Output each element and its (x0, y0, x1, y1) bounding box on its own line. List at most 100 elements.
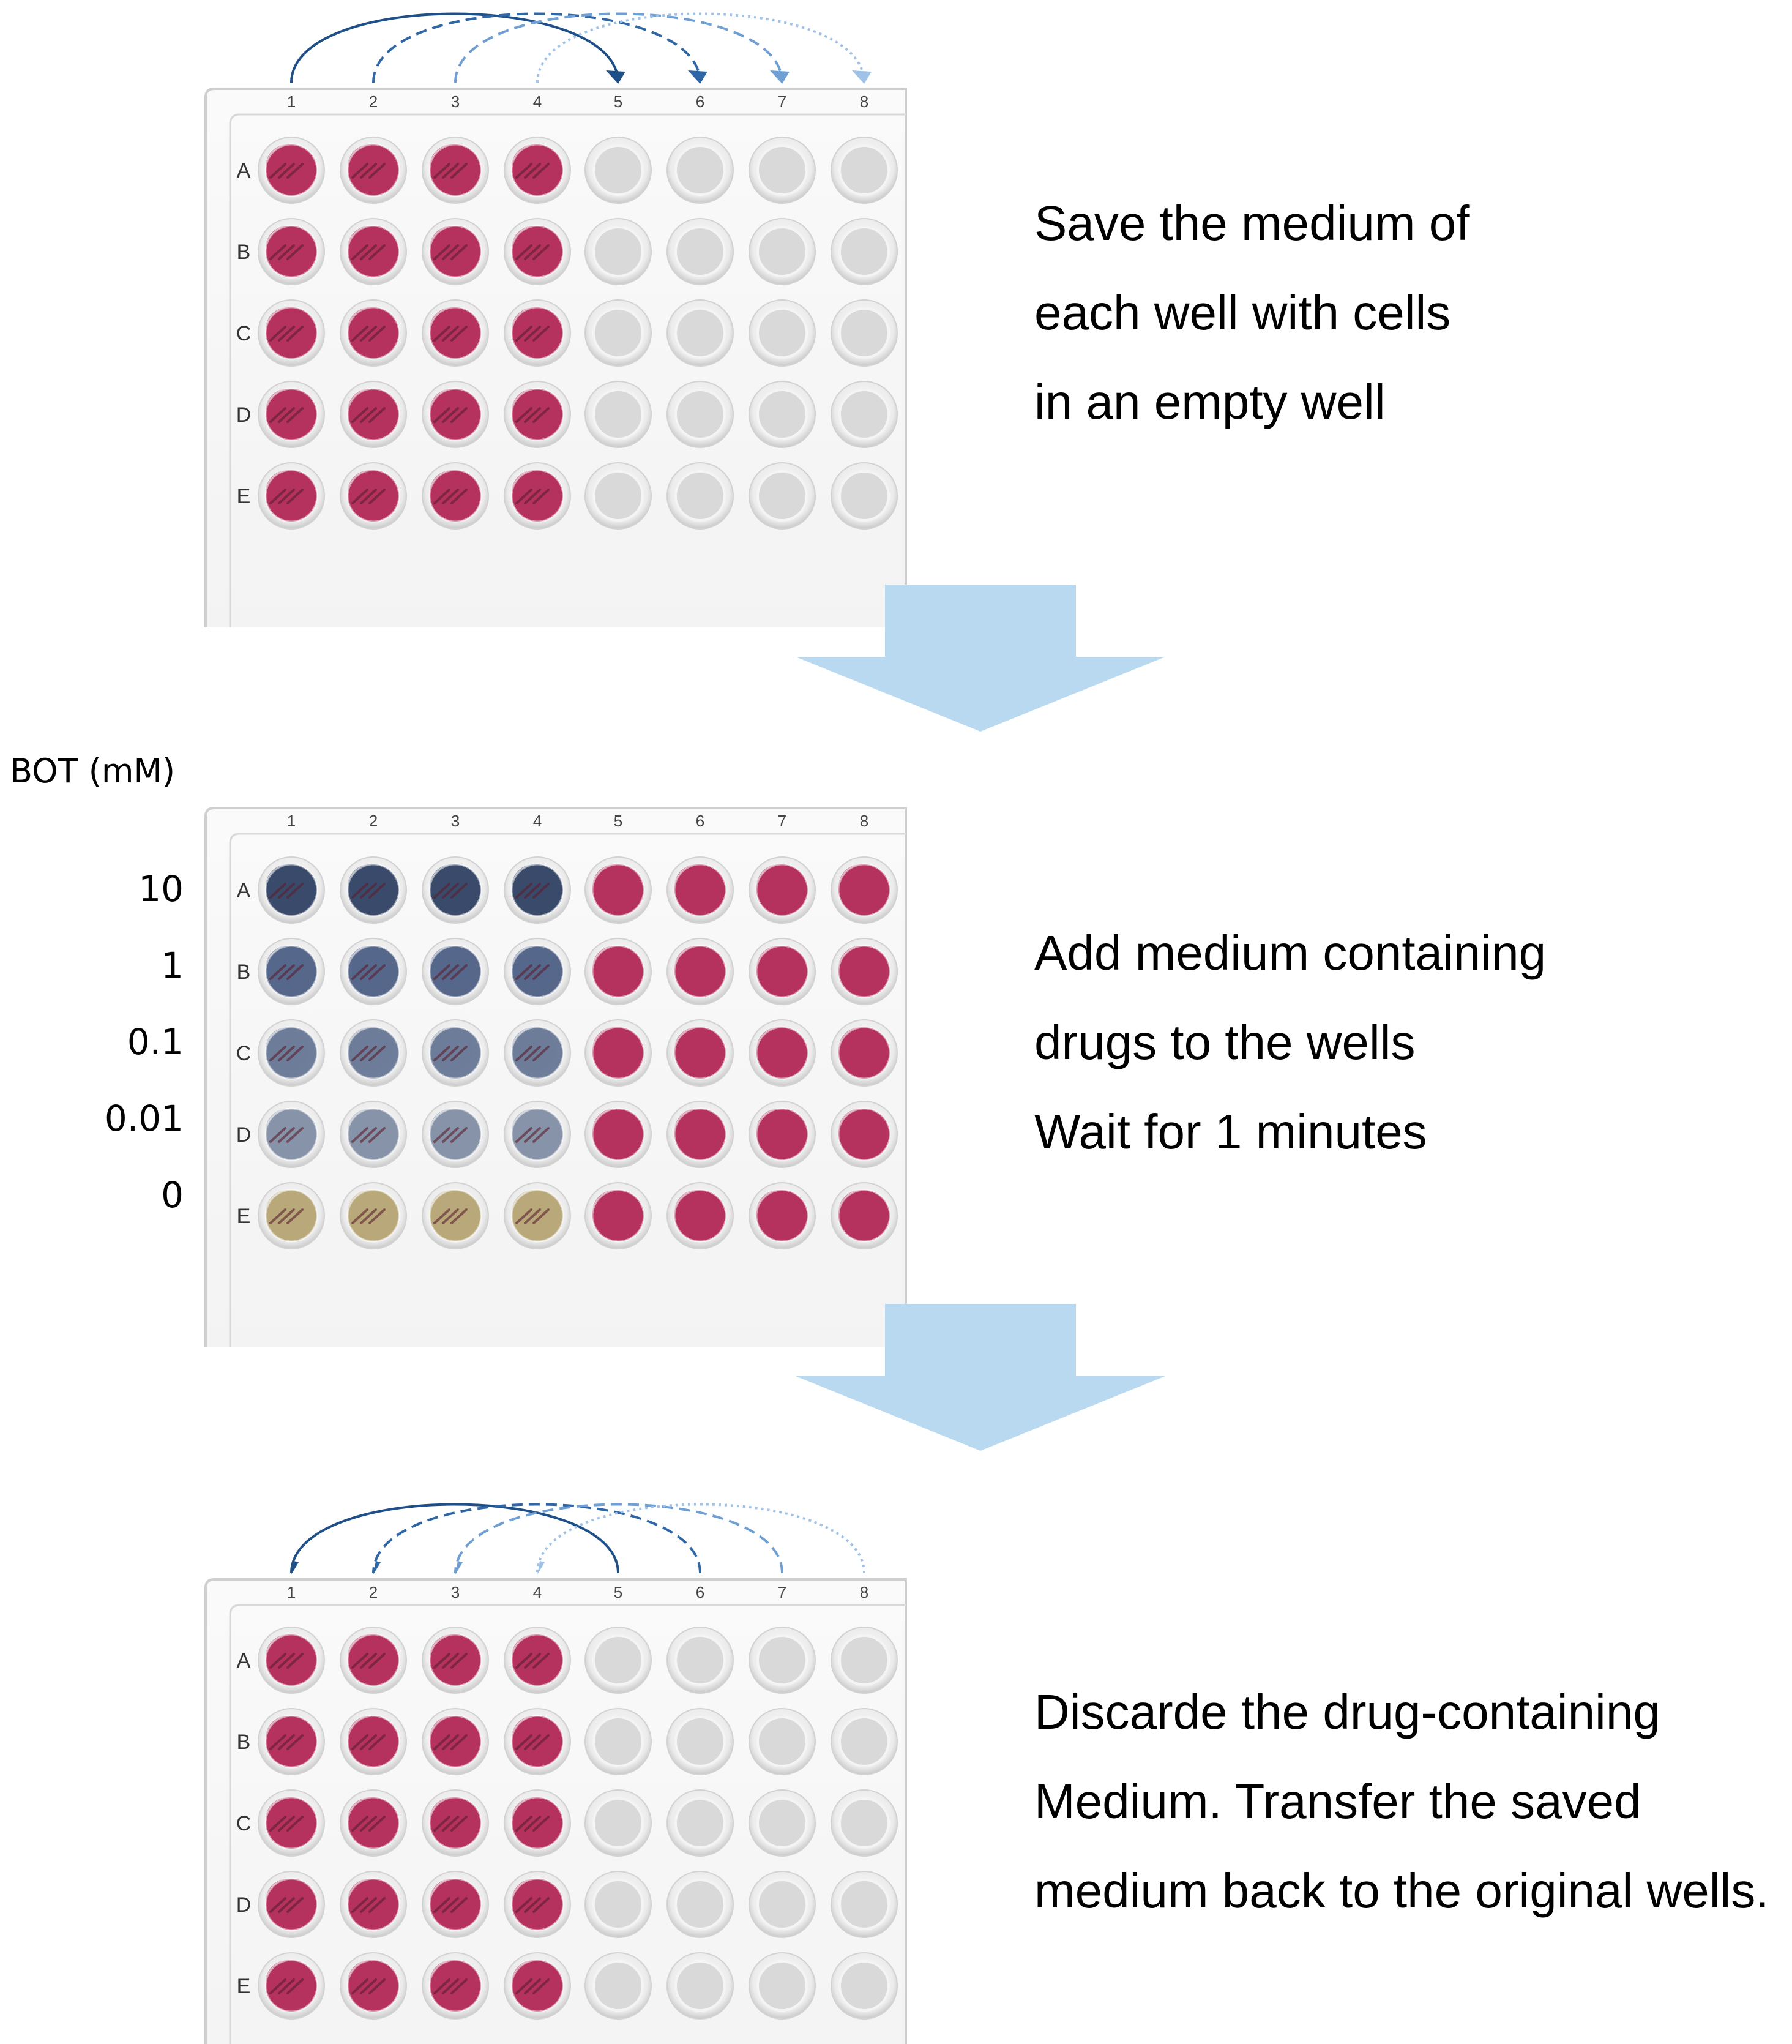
step-3-line-2: Medium. Transfer the saved (1034, 1774, 1641, 1829)
well-C7 (749, 299, 816, 367)
well-C2 (340, 299, 407, 367)
step-1-line-2: each well with cells (1034, 285, 1451, 340)
column-label-5: 5 (614, 92, 622, 111)
well-B2 (340, 218, 407, 285)
column-label-6: 6 (696, 92, 704, 111)
well-D8 (831, 381, 898, 448)
column-label-8: 8 (860, 1583, 868, 1601)
well-C2 (340, 1789, 407, 1857)
well-D2 (340, 1871, 407, 1938)
well-B1 (258, 938, 325, 1005)
well-E6 (666, 1952, 734, 2020)
row-label-D: D (236, 1893, 252, 1917)
well-B8 (831, 218, 898, 285)
well-B3 (422, 1708, 489, 1775)
well-E5 (584, 462, 652, 530)
well-C3 (422, 1789, 489, 1857)
concentration-title: BOT (mM) (10, 752, 176, 790)
step-2-instructions: Add medium containing drugs to the wells… (1034, 908, 1546, 1177)
well-A3 (422, 856, 489, 924)
flow-arrows (290, 12, 1165, 1574)
column-label-4: 4 (533, 812, 542, 830)
well-E2 (340, 462, 407, 530)
step-1-instructions: Save the medium of each well with cells … (1034, 179, 1469, 447)
well-D6 (666, 1101, 734, 1168)
row-label-C: C (236, 322, 252, 345)
transfer-arrow-6-to-2 (372, 1503, 701, 1574)
well-B5 (584, 1708, 652, 1775)
well-A5 (584, 856, 652, 924)
well-E2 (340, 1952, 407, 2020)
step-3-instructions: Discarde the drug-containing Medium. Tra… (1034, 1668, 1769, 1936)
row-label-E: E (237, 1205, 251, 1228)
well-B8 (831, 1708, 898, 1775)
row-label-E: E (237, 485, 251, 508)
column-label-2: 2 (369, 1583, 378, 1601)
well-C2 (340, 1019, 407, 1087)
well-C1 (258, 1789, 325, 1857)
well-C8 (831, 299, 898, 367)
well-B5 (584, 938, 652, 1005)
well-E8 (831, 1952, 898, 2020)
well-E6 (666, 462, 734, 530)
concentration-0-1: 0.1 (127, 1021, 184, 1063)
well-B6 (666, 218, 734, 285)
column-label-1: 1 (287, 92, 296, 111)
column-label-7: 7 (778, 1583, 786, 1601)
well-A1 (258, 856, 325, 924)
column-label-1: 1 (287, 812, 296, 830)
well-A1 (258, 1627, 325, 1694)
well-A8 (831, 856, 898, 924)
well-D2 (340, 381, 407, 448)
well-D3 (422, 1871, 489, 1938)
well-A4 (504, 1627, 571, 1694)
step-3-line-1: Discarde the drug-containing (1034, 1685, 1660, 1739)
row-label-D: D (236, 1123, 252, 1147)
transfer-arrow-4-to-8 (536, 12, 872, 84)
down-arrow-1 (796, 585, 1165, 732)
well-C6 (666, 299, 734, 367)
column-label-3: 3 (451, 1583, 460, 1601)
row-label-C: C (236, 1812, 252, 1835)
well-C4 (504, 1789, 571, 1857)
step-3-line-3: medium back to the original wells. (1034, 1863, 1769, 1918)
well-D6 (666, 381, 734, 448)
well-D2 (340, 1101, 407, 1168)
column-label-8: 8 (860, 812, 868, 830)
well-B2 (340, 938, 407, 1005)
column-label-5: 5 (614, 1583, 622, 1601)
column-label-6: 6 (696, 1583, 704, 1601)
transfer-arrow-1-to-5 (290, 12, 625, 84)
well-A6 (666, 856, 734, 924)
well-A3 (422, 1627, 489, 1694)
transfer-arrow-7-to-3 (454, 1503, 783, 1574)
well-D4 (504, 1101, 571, 1168)
column-label-3: 3 (451, 92, 460, 111)
row-label-C: C (236, 1042, 252, 1065)
well-C8 (831, 1019, 898, 1087)
well-B3 (422, 218, 489, 285)
well-B7 (749, 938, 816, 1005)
well-A6 (666, 1627, 734, 1694)
well-E7 (749, 1182, 816, 1249)
well-B1 (258, 1708, 325, 1775)
well-B4 (504, 938, 571, 1005)
well-C6 (666, 1019, 734, 1087)
step-1-line-3: in an empty well (1034, 375, 1386, 429)
well-C4 (504, 299, 571, 367)
plates-layer: 1 2 3 4 5 6 7 8 A B C D E 1 2 3 4 5 6 7 8 A B C D E 1 2 3 4 5 6 7 8 A B C D E (204, 88, 907, 2044)
well-B7 (749, 218, 816, 285)
well-C3 (422, 299, 489, 367)
concentration-0: 0 (161, 1174, 184, 1216)
well-plate-1: 1 2 3 4 5 6 7 8 A B C D E (204, 88, 907, 627)
step-2-line-1: Add medium containing (1034, 926, 1547, 980)
well-B3 (422, 938, 489, 1005)
well-B6 (666, 1708, 734, 1775)
row-label-A: A (237, 1649, 251, 1672)
well-B5 (584, 218, 652, 285)
well-C5 (584, 299, 652, 367)
well-D1 (258, 381, 325, 448)
well-B4 (504, 1708, 571, 1775)
column-label-5: 5 (614, 812, 622, 830)
